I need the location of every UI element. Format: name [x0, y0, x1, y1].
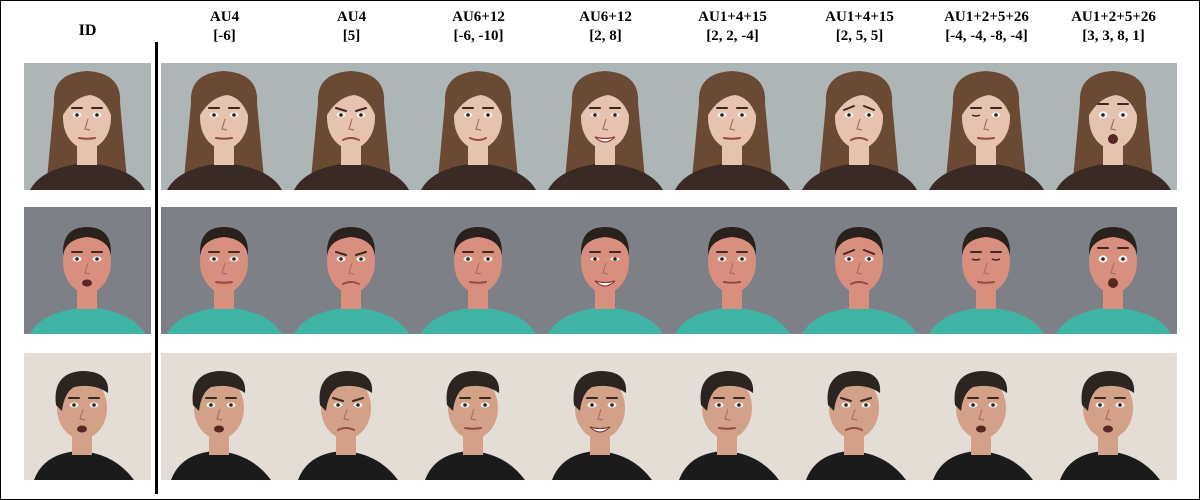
generated-face-photo [796, 207, 923, 334]
generated-face-photo [542, 353, 669, 480]
intensity-values-label: [-6, -10] [453, 28, 504, 44]
face-image [669, 63, 796, 190]
face-image [24, 207, 151, 334]
action-unit-label: AU4 [209, 9, 240, 25]
face-image [24, 63, 151, 190]
intensity-values-label: [-6] [213, 28, 236, 44]
action-unit-label: AU6+12 [579, 9, 632, 25]
face-image [796, 353, 923, 480]
generated-face-photo [1050, 63, 1177, 190]
face-image [415, 207, 542, 334]
face-image [923, 63, 1050, 190]
generated-face-photo [161, 63, 288, 190]
face-image [669, 207, 796, 334]
generated-face-photo [923, 207, 1050, 334]
generated-face-photo [669, 207, 796, 334]
face-image [542, 63, 669, 190]
column-header: AU6+12 [2, 8] [542, 8, 669, 46]
generated-face-photo [1050, 207, 1177, 334]
generated-face-photo [161, 207, 288, 334]
intensity-values-label: [2, 5, 5] [835, 28, 884, 44]
action-unit-label: AU6+12 [452, 9, 505, 25]
generated-face-photo [796, 63, 923, 190]
column-header: AU1+4+15 [2, 5, 5] [796, 8, 923, 46]
face-image [288, 353, 415, 480]
action-unit-label: AU1+2+5+26 [1071, 9, 1156, 25]
face-image [415, 353, 542, 480]
generated-face-photo [288, 63, 415, 190]
generated-face-photo [542, 207, 669, 334]
face-image [161, 353, 288, 480]
generated-face-photo [415, 63, 542, 190]
face-image [1050, 353, 1177, 480]
generated-face-photo [415, 353, 542, 480]
face-image [415, 63, 542, 190]
face-image [1050, 63, 1177, 190]
column-header: AU1+4+15 [2, 2, -4] [669, 8, 796, 46]
intensity-values-label: [2, 2, -4] [706, 28, 759, 44]
generated-face-photo [923, 353, 1050, 480]
generated-face-photo [415, 207, 542, 334]
generated-face-photo [288, 353, 415, 480]
action-unit-label: AU4 [336, 9, 367, 25]
generated-face-photo [161, 353, 288, 480]
intensity-values-label: [5] [342, 28, 361, 44]
face-image [796, 207, 923, 334]
face-image [542, 353, 669, 480]
column-header: AU1+2+5+26 [-4, -4, -8, -4] [923, 8, 1050, 46]
face-image [288, 207, 415, 334]
action-unit-label: AU1+2+5+26 [944, 9, 1029, 25]
face-image [161, 207, 288, 334]
face-image [288, 63, 415, 190]
column-header: AU6+12 [-6, -10] [415, 8, 542, 46]
face-image [923, 353, 1050, 480]
face-image [1050, 207, 1177, 334]
face-image [923, 207, 1050, 334]
identity-face-photo [24, 207, 151, 334]
intensity-values-label: [3, 3, 8, 1] [1082, 28, 1145, 44]
identity-face-photo [24, 353, 151, 480]
face-image [796, 63, 923, 190]
identity-face-photo [24, 63, 151, 190]
identity-divider-line [155, 42, 158, 494]
generated-face-photo [542, 63, 669, 190]
face-image [161, 63, 288, 190]
generated-face-photo [669, 353, 796, 480]
column-header: AU1+2+5+26 [3, 3, 8, 1] [1050, 8, 1177, 46]
face-image [669, 353, 796, 480]
intensity-values-label: [2, 8] [589, 28, 622, 44]
generated-face-photo [288, 207, 415, 334]
generated-face-photo [1050, 353, 1177, 480]
column-header: AU4 [5] [288, 8, 415, 46]
face-image [24, 353, 151, 480]
generated-face-photo [796, 353, 923, 480]
generated-face-photo [669, 63, 796, 190]
generated-face-photo [923, 63, 1050, 190]
action-unit-label: AU1+4+15 [698, 9, 767, 25]
action-unit-label: AU1+4+15 [825, 9, 894, 25]
face-image [542, 207, 669, 334]
intensity-values-label: [-4, -4, -8, -4] [945, 28, 1028, 44]
column-header: AU4 [-6] [161, 8, 288, 46]
id-column-label: ID [78, 22, 97, 39]
